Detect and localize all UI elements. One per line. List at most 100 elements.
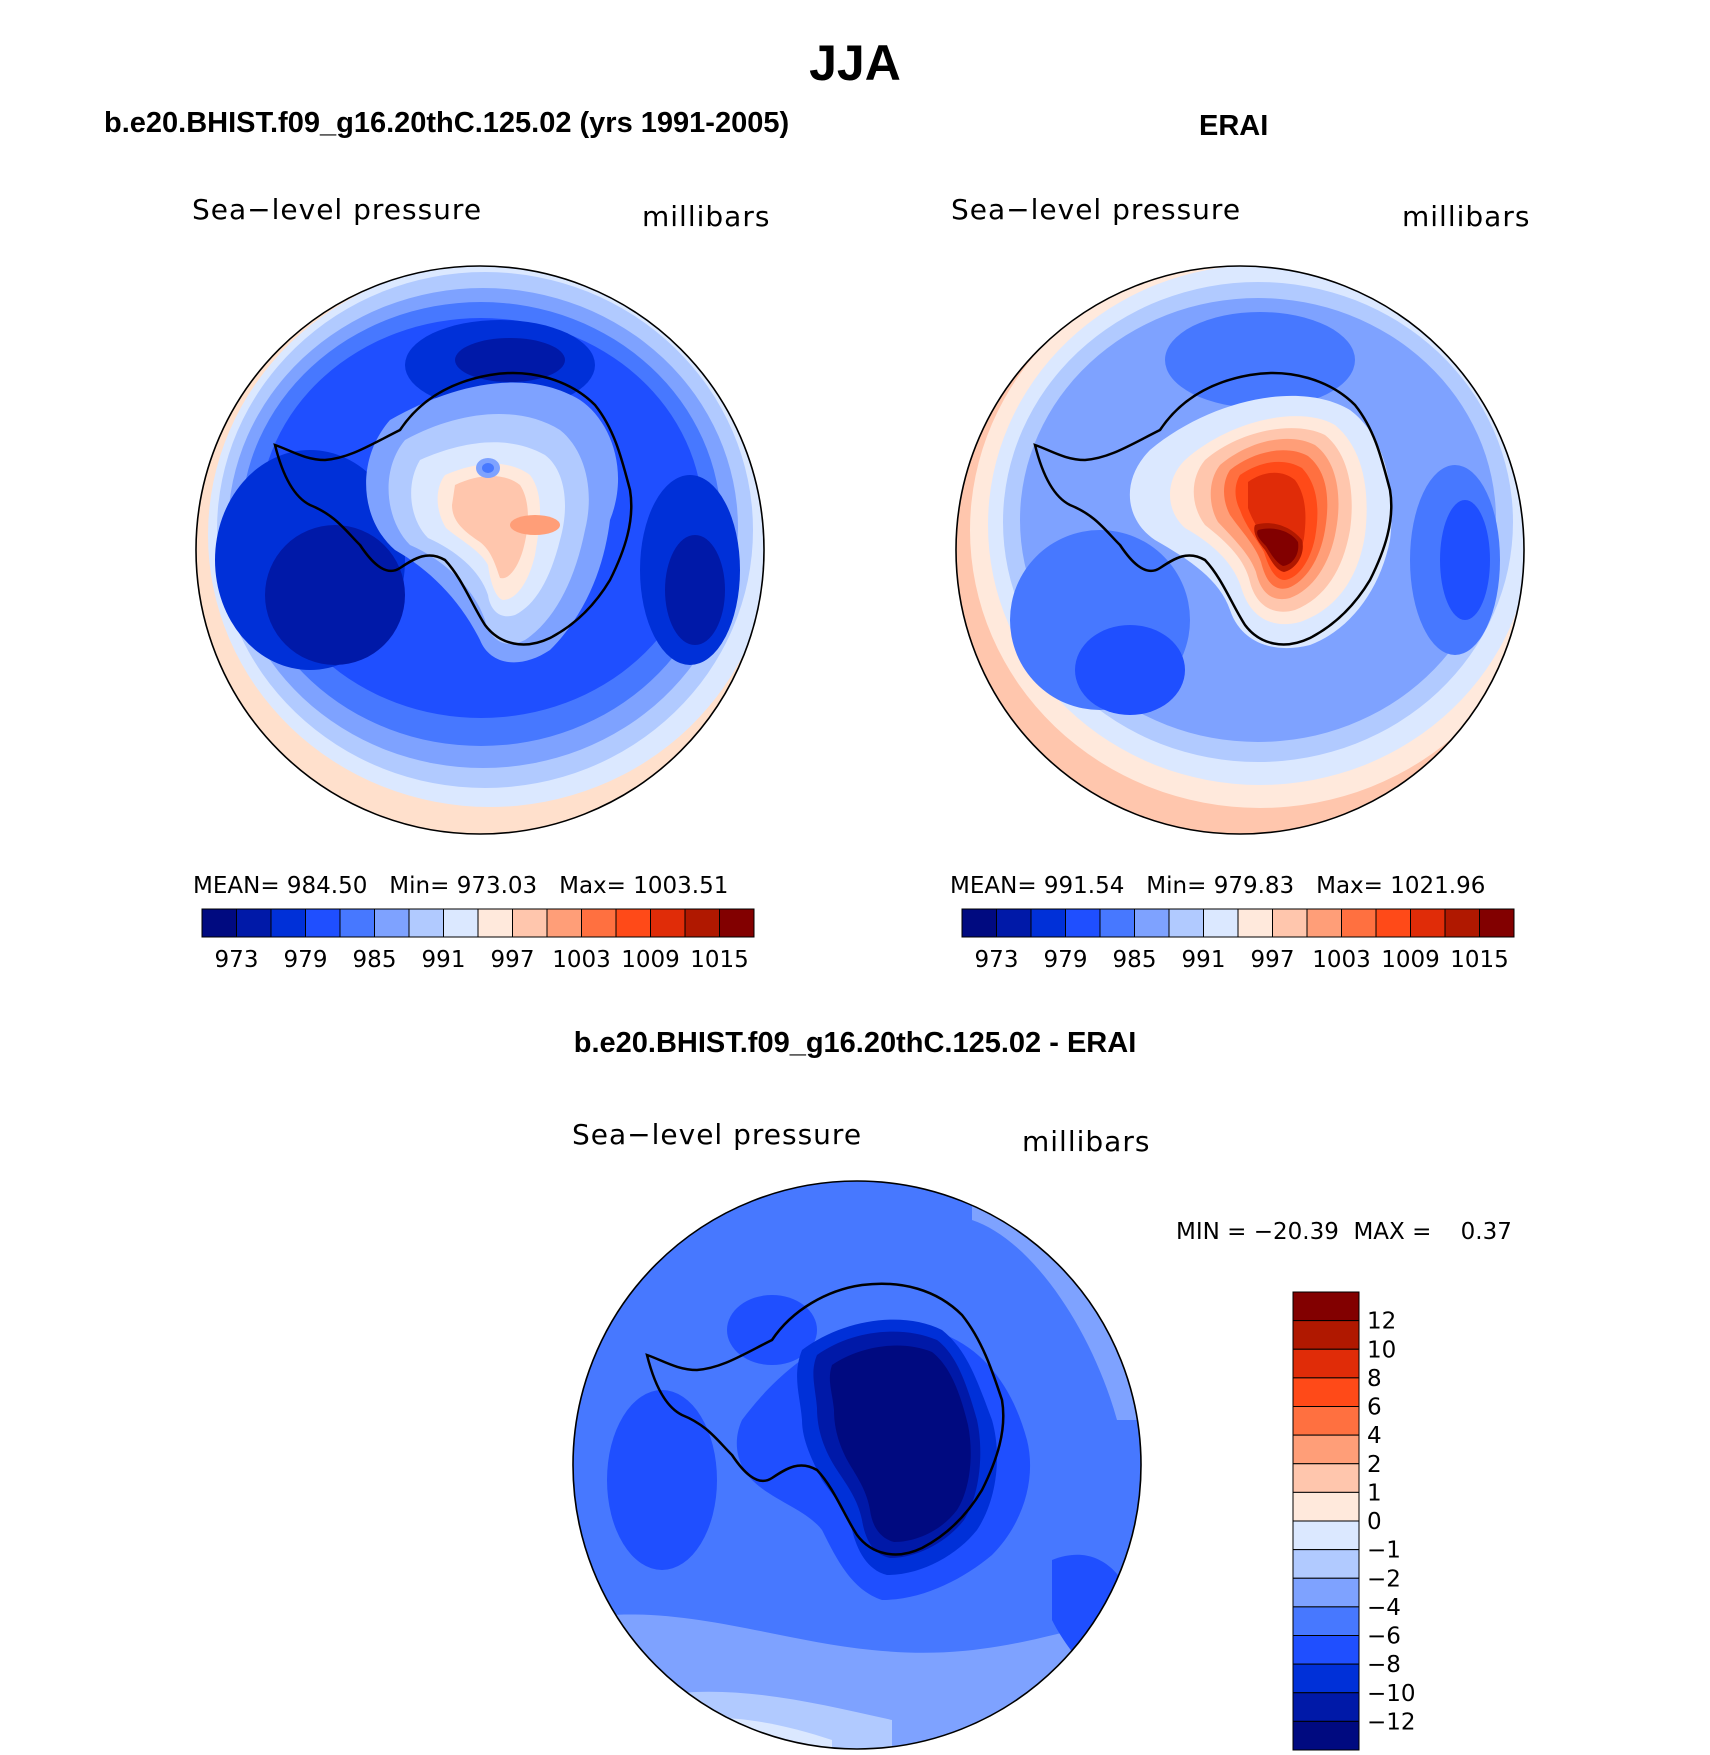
diff-colorbar-swatch	[1292, 1635, 1360, 1665]
obs-stats: MEAN= 991.54 Min= 979.83 Max= 1021.96	[950, 873, 1486, 899]
diff-colorbar-tick-label: 12	[1367, 1309, 1396, 1335]
obs-colorbar-swatch	[1479, 908, 1515, 938]
model-colorbar-swatch	[408, 908, 444, 938]
diff-colorbar-tick-label: −10	[1367, 1681, 1416, 1707]
obs-low-east-core	[1440, 500, 1490, 620]
model-colorbar-swatch	[684, 908, 720, 938]
model-colorbar-swatch	[546, 908, 582, 938]
model-colorbar-tick-label: 985	[353, 947, 397, 973]
model-map-border	[195, 265, 765, 835]
obs-low-west-core	[1075, 625, 1185, 715]
model-colorbar-swatch	[201, 908, 237, 938]
obs-colorbar-tick-label: 1003	[1312, 947, 1371, 973]
model-colorbar-tick-label: 1009	[621, 947, 680, 973]
model-low-west-core	[265, 525, 405, 665]
diff-colorbar-swatch	[1292, 1348, 1360, 1379]
diff-variable-label: Sea−level pressure	[572, 1118, 863, 1151]
obs-colorbar-swatch	[1237, 908, 1273, 938]
obs-colorbar-tick-label: 979	[1044, 947, 1088, 973]
obs-colorbar-swatch	[1375, 908, 1411, 938]
model-colorbar-swatch	[305, 908, 341, 938]
obs-colorbar-swatch	[1030, 908, 1066, 938]
diff-colorbar-tick-label: 2	[1367, 1452, 1382, 1478]
model-colorbar-swatch	[443, 908, 479, 938]
obs-colorbar-tick-label: 1015	[1450, 947, 1509, 973]
model-continent-level	[452, 476, 528, 579]
diff-colorbar-swatch	[1292, 1520, 1360, 1551]
diff-stats: MIN = −20.39 MAX = 0.37	[1176, 1219, 1512, 1245]
diff-colorbar-swatch	[1292, 1491, 1360, 1522]
model-stats: MEAN= 984.50 Min= 973.03 Max= 1003.51	[193, 873, 729, 899]
model-colorbar-swatch	[477, 908, 513, 938]
model-colorbar-tick-label: 997	[491, 947, 535, 973]
model-colorbar-swatch	[581, 908, 617, 938]
obs-high-core	[1257, 528, 1299, 566]
obs-colorbar-swatch	[1410, 908, 1446, 938]
figure-title: JJA	[809, 35, 901, 91]
diff-panel-title: b.e20.BHIST.f09_g16.20thC.125.02 - ERAI	[573, 1027, 1137, 1059]
diff-colorbar-swatch	[1292, 1463, 1360, 1493]
obs-map-border	[955, 265, 1525, 835]
diff-colorbar-swatch	[1292, 1377, 1360, 1407]
model-colorbar-swatch	[512, 908, 548, 938]
model-colorbar-swatch	[236, 908, 272, 938]
model-high-core	[510, 515, 560, 535]
model-colorbar-tick-label: 1003	[552, 947, 611, 973]
obs-units-label: millibars	[1402, 200, 1531, 233]
diff-colorbar-tick-label: 0	[1367, 1509, 1382, 1535]
obs-colorbar: 973 979 985 991 997 1003 1009 1015	[961, 908, 1515, 973]
model-panel-title: b.e20.BHIST.f09_g16.20thC.125.02 (yrs 19…	[104, 107, 790, 139]
obs-variable-label: Sea−level pressure	[951, 193, 1242, 226]
obs-panel-title: ERAI	[1199, 110, 1269, 142]
diff-low-west	[607, 1390, 717, 1570]
diff-colorbar-swatch	[1292, 1434, 1360, 1465]
diff-low-se	[1052, 1554, 1141, 1700]
diff-colorbar-tick-label: 6	[1367, 1395, 1382, 1421]
obs-low-north	[1165, 312, 1355, 408]
diff-colorbar-tick-label: −12	[1367, 1709, 1416, 1735]
model-interior-low-core	[482, 463, 494, 473]
diff-colorbar-swatch	[1292, 1406, 1360, 1436]
model-colorbar-swatch	[650, 908, 686, 938]
model-map	[195, 265, 765, 835]
diff-colorbar-tick-label: −2	[1367, 1566, 1401, 1592]
obs-colorbar-swatch	[1306, 908, 1342, 938]
diff-colorbar-tick-label: 1	[1367, 1480, 1382, 1506]
obs-colorbar-swatch	[1444, 908, 1480, 938]
obs-colorbar-swatch	[996, 908, 1032, 938]
model-low-north-core	[455, 338, 565, 382]
diff-colorbar-tick-label: 8	[1367, 1366, 1382, 1392]
diff-map-border	[572, 1180, 1142, 1750]
obs-colorbar-swatch	[1203, 908, 1239, 938]
diff-colorbar-tick-label: 10	[1367, 1337, 1396, 1363]
diff-units-label: millibars	[1022, 1125, 1151, 1158]
obs-colorbar-swatch	[1065, 908, 1101, 938]
obs-colorbar-swatch	[961, 908, 997, 938]
diff-colorbar-swatch	[1292, 1606, 1360, 1636]
obs-colorbar-tick-label: 997	[1251, 947, 1295, 973]
obs-colorbar-swatch	[1272, 908, 1308, 938]
model-antarctica-coastline	[273, 371, 633, 646]
diff-colorbar-tick-label: −8	[1367, 1652, 1401, 1678]
model-colorbar: 973 979 985 991 997 1003 1009 1015	[201, 908, 755, 973]
diff-colorbar-swatch	[1292, 1320, 1360, 1350]
obs-colorbar-tick-label: 973	[975, 947, 1019, 973]
diff-colorbar-swatch	[1292, 1663, 1360, 1694]
diff-colorbar-tick-label: 4	[1367, 1423, 1382, 1449]
obs-colorbar-swatch	[1168, 908, 1204, 938]
obs-colorbar-swatch	[1099, 908, 1135, 938]
diff-map	[572, 1180, 1142, 1750]
obs-map	[955, 265, 1525, 835]
diff-colorbar-tick-label: −1	[1367, 1538, 1401, 1564]
model-colorbar-tick-label: 973	[215, 947, 259, 973]
model-colorbar-swatch	[270, 908, 306, 938]
diff-colorbar-tick-label: −4	[1367, 1595, 1401, 1621]
model-low-east-core	[665, 535, 725, 645]
diff-colorbar-tick-label: −6	[1367, 1624, 1401, 1650]
diff-colorbar-swatch	[1292, 1577, 1360, 1608]
diff-low-nw	[727, 1295, 817, 1365]
model-colorbar-tick-label: 991	[422, 947, 466, 973]
obs-colorbar-swatch	[1134, 908, 1170, 938]
diff-low-core	[829, 1345, 971, 1542]
